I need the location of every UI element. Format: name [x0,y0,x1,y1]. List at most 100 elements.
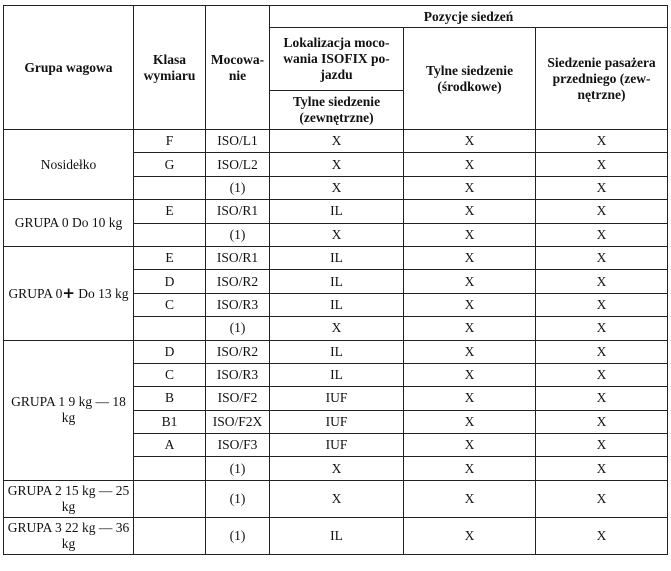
mounting-cell: ISO/L1 [205,128,270,154]
table-row: C ISO/R3 IL X X [4,362,669,388]
weight-group-cell: GRUPA 2 15 kg — 25 kg [3,479,134,518]
mounting-cell: ISO/R1 [205,245,270,271]
table-row: B ISO/F2 IUF X X [4,386,669,411]
rear-center-cell: X [403,409,536,435]
front-passenger-cell: X [534,128,669,154]
isofix-table: Grupa wagowa Klasa wymiaru Mocowa- nie P… [3,5,669,555]
front-passenger-cell: X [534,362,669,388]
mounting-cell: ISO/F2X [205,409,270,435]
weight-group-label-suffix: Do 13 kg [74,285,129,301]
rear-outer-cell: X [269,222,404,247]
plus-icon: + [62,283,75,302]
front-passenger-cell: X [534,175,669,201]
front-passenger-cell: X [534,316,669,341]
rear-center-cell: X [403,199,536,224]
size-class-cell [133,479,206,518]
mounting-cell: (1) [205,456,270,481]
header-rear-outer: Tylne siedzenie (zewnętrzne) [269,90,404,130]
header-isofix-location: Lokalizacja moco- wania ISOFIX po- jazdu [269,27,404,91]
rear-outer-cell: IL [269,199,404,224]
front-passenger-cell: X [534,222,669,247]
front-passenger-cell: X [534,292,669,318]
header-mounting: Mocowa- nie [205,5,270,130]
rear-center-cell: X [403,292,536,318]
rear-outer-cell: X [269,479,404,518]
header-weight-group: Grupa wagowa [3,5,134,130]
mounting-cell: ISO/R1 [205,199,270,224]
table-row: (1) X X X [4,316,669,341]
size-class-cell [133,175,206,201]
rear-outer-cell: IL [269,269,404,294]
size-class-cell: D [133,269,206,294]
rear-center-cell: X [403,222,536,247]
front-passenger-cell: X [534,479,669,518]
rear-center-cell: X [403,339,536,364]
table-row: Nosidełko F ISO/L1 X X X [3,128,669,201]
rear-outer-cell: X [269,128,404,154]
rear-center-cell: X [403,433,536,458]
header-rear-center: Tylne siedzenie (środkowe) [403,27,536,130]
size-class-cell [133,316,206,341]
size-class-cell: C [133,362,206,388]
weight-group-label: GRUPA 1 9 kg — 18 kg [11,394,126,426]
front-passenger-cell: X [534,456,669,481]
rear-outer-cell: IUF [269,409,404,435]
rear-center-cell: X [403,269,536,294]
size-class-cell [133,222,206,247]
size-class-cell: F [133,128,206,154]
size-class-cell [133,456,206,481]
weight-group-label: GRUPA 0 [8,285,63,301]
size-class-cell [133,516,206,555]
header-size-class: Klasa wymiaru [133,5,206,130]
table-row: B1 ISO/F2X IUF X X [4,409,669,435]
mounting-cell: ISO/F2 [205,386,270,411]
weight-group-cell: GRUPA 0+ Do 13 kg [3,245,134,341]
rear-outer-cell: X [269,152,404,177]
front-passenger-cell: X [534,199,669,224]
table-row: GRUPA 2 15 kg — 25 kg (1) X X X [3,479,669,518]
rear-outer-cell: IUF [269,386,404,411]
size-class-cell: E [133,199,206,224]
mounting-cell: ISO/F3 [205,433,270,458]
rear-outer-cell: X [269,316,404,341]
weight-group-cell: GRUPA 3 22 kg — 36 kg [3,516,134,555]
rear-outer-cell: IL [269,292,404,318]
rear-outer-cell: IL [269,245,404,271]
front-passenger-cell: X [534,433,669,458]
table-row: D ISO/R2 IL X X [4,269,669,294]
mounting-cell: ISO/R2 [205,339,270,364]
front-passenger-cell: X [534,245,669,271]
front-passenger-cell: X [534,386,669,411]
rear-center-cell: X [403,479,536,518]
table-row: (1) X X X [4,175,669,201]
rear-center-cell: X [403,386,536,411]
size-class-cell: A [133,433,206,458]
size-class-cell: D [133,339,206,364]
rear-center-cell: X [403,245,536,271]
mounting-cell: ISO/L2 [205,152,270,177]
rear-center-cell: X [403,128,536,154]
mounting-cell: ISO/R3 [205,292,270,318]
mounting-cell: (1) [205,222,270,247]
front-passenger-cell: X [534,409,669,435]
header-seat-positions: Pozycje siedzeń [268,5,669,28]
weight-group-label: GRUPA 3 22 kg — 36 kg [7,519,130,551]
mounting-cell: (1) [205,316,270,341]
size-class-cell: B [133,386,206,411]
rear-center-cell: X [403,152,536,177]
weight-group-label: GRUPA 2 15 kg — 25 kg [7,482,130,514]
rear-center-cell: X [403,516,536,555]
rear-outer-cell: IL [269,516,404,555]
weight-group-cell: GRUPA 0 Do 10 kg [3,199,134,247]
table-row: (1) X X X [4,456,669,481]
rear-outer-cell: X [269,456,404,481]
table-row: GRUPA 0+ Do 13 kg E ISO/R1 IL X X [3,245,669,341]
rear-outer-cell: IUF [269,433,404,458]
size-class-cell: G [133,152,206,177]
mounting-cell: ISO/R2 [205,269,270,294]
weight-group-cell: Nosidełko [3,128,134,201]
rear-center-cell: X [403,316,536,341]
table-body: Nosidełko F ISO/L1 X X X G ISO/L2 X X X (1) X X X GRUPA… [3,128,669,555]
front-passenger-cell: X [534,269,669,294]
rear-center-cell: X [403,362,536,388]
